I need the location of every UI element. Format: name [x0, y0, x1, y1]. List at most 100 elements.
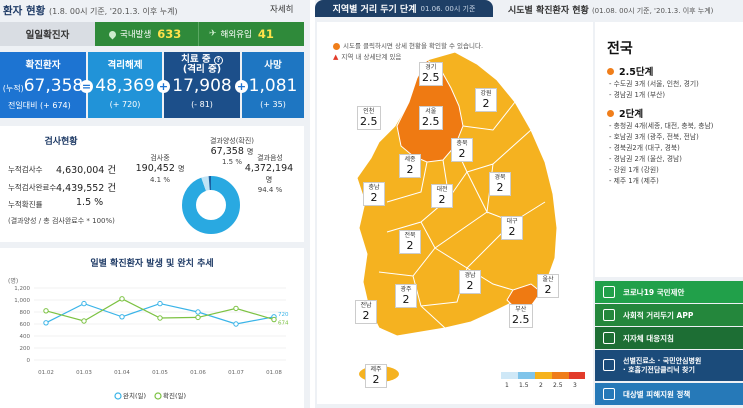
- local-guideline-button[interactable]: 지자체 대응지침: [595, 327, 743, 349]
- region-level: 2.5: [360, 115, 378, 128]
- tab-distancing-level[interactable]: 지역별 거리 두기 단계 01.06. 00시 기준: [315, 0, 493, 17]
- confirmed-value: (누적)67,358: [0, 77, 86, 98]
- released-label: 격리해제: [107, 60, 143, 71]
- legend-marker: [114, 392, 122, 400]
- patient-status-panel: 환자 현황 (1.8. 00시 기준, '20.1.3. 이후 누계) 자세히 …: [0, 0, 310, 408]
- korea-map-area: 시도를 클릭하시면 상세 현황을 확인할 수 있습니다. ▲ 지역 내 상세단계 …: [317, 22, 593, 404]
- data-point[interactable]: [81, 300, 87, 307]
- treating-label: 치료 중 ? (격리 중): [164, 55, 240, 75]
- negative-value: 4,372,194 명: [236, 163, 302, 186]
- region-level: 2.5: [512, 313, 530, 326]
- data-point[interactable]: [271, 316, 277, 323]
- x-tick-label: 01.06: [190, 370, 206, 376]
- data-point[interactable]: [195, 309, 201, 315]
- proposal-icon: [603, 286, 615, 298]
- data-point[interactable]: [119, 314, 125, 320]
- negative-pct: 94.4 %: [257, 186, 283, 194]
- region-label-gyeongnam[interactable]: 경남 2: [459, 270, 481, 294]
- stats-row: 확진환자 (누적)67,358 전일대비 (+ 674) = 격리해제 48,3…: [0, 52, 304, 118]
- region-label-seoul[interactable]: 서울 2.5: [419, 106, 443, 130]
- data-point[interactable]: [233, 321, 239, 327]
- level-dot-icon: [607, 110, 614, 117]
- region-name: 대구: [506, 218, 518, 225]
- tab-distancing-label: 지역별 거리 두기 단계: [332, 5, 417, 15]
- series-line-1: [45, 302, 275, 325]
- confirmed-number: 67,358: [23, 76, 84, 96]
- more-link[interactable]: 자세히: [270, 5, 294, 15]
- region-name: 인천: [363, 108, 375, 115]
- region-label-daejeon[interactable]: 대전 2: [431, 184, 453, 208]
- clinic-finder-button[interactable]: 선별진료소 · 국민안심병원 · 호흡기전담클리닉 찾기: [595, 350, 743, 381]
- trend-title: 일별 확진환자 발생 및 완치 추세: [90, 259, 214, 269]
- region-label-chungnam[interactable]: 충남 2: [363, 182, 385, 206]
- region-level: 2.5: [422, 115, 440, 128]
- distancing-app-button[interactable]: 사회적 거리두기 APP: [595, 304, 743, 326]
- region-label-incheon[interactable]: 인천 2.5: [357, 106, 381, 130]
- region-label-busan[interactable]: 부산 2.5: [509, 304, 533, 328]
- level-2-item: - 호남권 3개 (광주, 전북, 전남): [609, 133, 699, 141]
- citizen-proposal-button[interactable]: 코로나19 국민제안: [595, 281, 743, 303]
- plus-icon: +: [235, 80, 248, 93]
- region-label-chungbuk[interactable]: 충북 2: [451, 138, 473, 162]
- notice-click-text: 시도를 클릭하시면 상세 현황을 확인할 수 있습니다.: [343, 42, 484, 50]
- trend-panel: 일별 확진환자 발생 및 완치 추세 (명) 0 200 400 600 800 1,000…: [0, 248, 304, 408]
- region-level: 2: [438, 193, 446, 206]
- region-label-sejong[interactable]: 세종 2: [399, 154, 421, 178]
- clinic-finder-label: 선별진료소 · 국민안심병원 · 호흡기전담클리닉 찾기: [623, 357, 701, 375]
- end-value-label: 720: [278, 312, 289, 318]
- in-test-pct: 4.1 %: [149, 176, 170, 184]
- data-point[interactable]: [43, 320, 49, 326]
- region-level: 2: [362, 309, 370, 322]
- citizen-proposal-label: 코로나19 국민제안: [623, 287, 685, 297]
- korea-map[interactable]: [317, 22, 593, 404]
- region-level: 2: [496, 181, 504, 194]
- national-title: 전국: [607, 41, 633, 57]
- data-point[interactable]: [157, 315, 163, 321]
- data-point[interactable]: [81, 318, 87, 324]
- positive-label: 결과양성(확진): [209, 137, 255, 145]
- negative-label: 결과음성: [257, 154, 283, 162]
- region-label-gyeongbuk[interactable]: 경북 2: [489, 172, 511, 196]
- data-point[interactable]: [233, 305, 239, 312]
- region-name: 충남: [368, 184, 380, 191]
- end-value-label: 674: [278, 321, 289, 327]
- data-point[interactable]: [157, 300, 163, 307]
- region-label-jeonbuk[interactable]: 전북 2: [399, 230, 421, 254]
- deaths-value: 1,081: [248, 76, 298, 96]
- data-point[interactable]: [195, 314, 201, 321]
- region-label-jeju[interactable]: 제주 2: [365, 364, 387, 388]
- overseas-label: 해외유입: [220, 30, 252, 40]
- level-2-item: - 경북권2개 (대구, 경북): [609, 144, 680, 152]
- airplane-icon: ✈: [209, 29, 217, 39]
- x-tick-label: 01.05: [152, 370, 168, 376]
- data-point[interactable]: [119, 296, 125, 302]
- overseas-cases: ✈ 해외유입 41: [198, 22, 304, 46]
- region-level: 2: [508, 225, 516, 238]
- deaths-delta: (+ 35): [260, 100, 286, 109]
- region-label-daegu[interactable]: 대구 2: [501, 216, 523, 240]
- legend-cell-1: [501, 372, 518, 379]
- region-name: 광주: [400, 286, 412, 293]
- y-tick-label: 1,000: [14, 298, 30, 304]
- tab-regional-cases[interactable]: 시도별 확진환자 현황 (01.08. 00시 기준, '20.1.3. 이후 …: [508, 3, 713, 16]
- region-label-jeonnam[interactable]: 전남 2: [355, 300, 377, 324]
- region-label-gwangju[interactable]: 광주 2: [395, 284, 417, 308]
- damage-support-button[interactable]: 대상별 피해지원 정책: [595, 383, 743, 405]
- level-2-5-item: - 수도권 3개 (서울, 인천, 경기): [609, 80, 699, 88]
- data-point[interactable]: [43, 308, 49, 314]
- region-name: 대전: [436, 186, 448, 193]
- level-legend: [501, 372, 585, 379]
- level-2-item: - 충청권 4개(세종, 대전, 충북, 충남): [609, 122, 714, 130]
- region-name: 세종: [404, 156, 416, 163]
- region-name: 경남: [464, 272, 476, 279]
- region-label-gangwon[interactable]: 강원 2: [475, 88, 497, 112]
- level-2-label: 2단계: [619, 109, 644, 120]
- region-label-gyeonggi[interactable]: 경기 2.5: [419, 62, 443, 86]
- region-name: 제주: [370, 366, 382, 373]
- treating-stat: 치료 중 ? (격리 중) 17,908 (- 81): [164, 52, 240, 118]
- y-tick-label: 0: [27, 358, 31, 364]
- legend-cell-1-5: [518, 372, 535, 379]
- legend-label: 1.5: [519, 382, 529, 389]
- x-tick-label: 01.03: [76, 370, 92, 376]
- region-label-ulsan[interactable]: 울산 2: [537, 274, 559, 298]
